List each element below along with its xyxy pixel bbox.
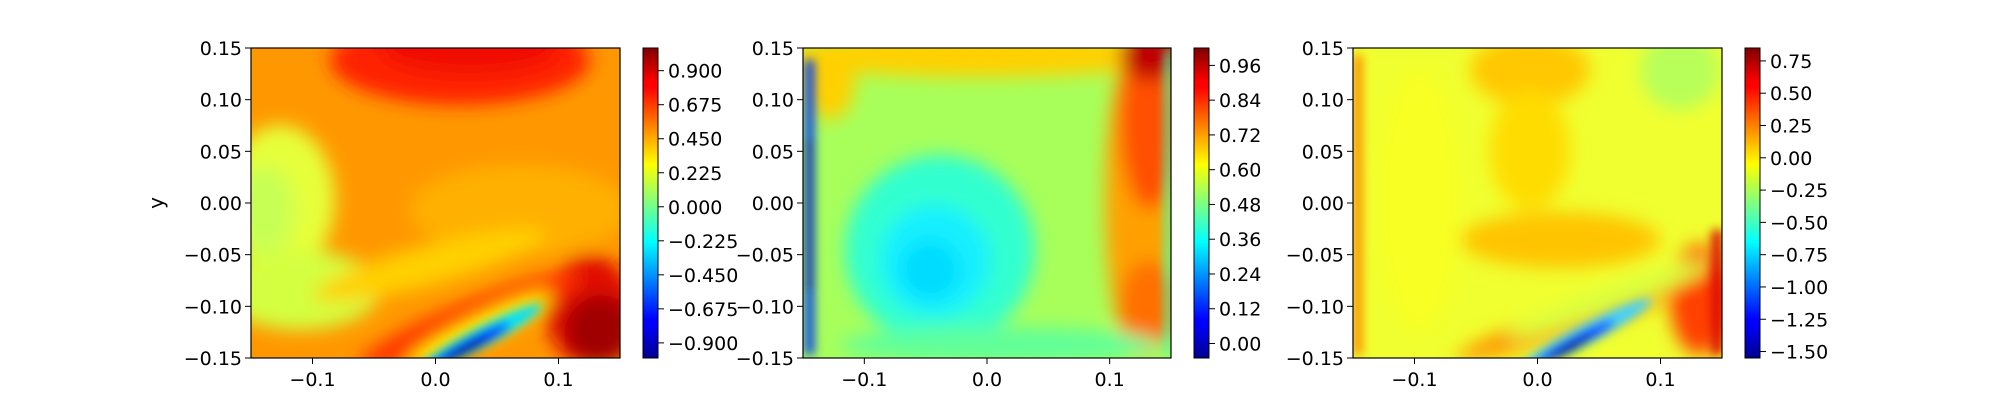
axes-ticks-3: −0.1 0.0 0.1 0.15 0.10 0.05 0.00 −0.05 −0.10 −0.1…	[1286, 38, 1676, 391]
colorbar-tick-label: −1.00	[1770, 277, 1828, 299]
y-tick-label: 0.00	[752, 193, 794, 215]
x-tick-label: 0.0	[420, 369, 450, 391]
heatmap-field-2	[803, 48, 1171, 358]
y-tick-label: −0.15	[184, 348, 242, 370]
y-tick-label: −0.05	[184, 245, 242, 267]
panel-2: −0.1 0.0 0.1 0.15 0.10 0.05 0.00 −0.05 −0.10 −0.1…	[736, 38, 1262, 391]
colorbar-tick-label: 0.450	[668, 129, 722, 151]
y-tick-label: 0.05	[1302, 141, 1344, 163]
y-tick-label: 0.15	[752, 38, 794, 60]
heatmap-field-1	[251, 48, 620, 358]
colorbar-tick-label: 0.50	[1770, 83, 1812, 105]
colorbar-tick-label: 0.675	[668, 95, 722, 117]
colorbar-tick-label: 0.225	[668, 163, 722, 185]
heatmap-field-3	[1353, 48, 1722, 358]
x-tick-label: 0.1	[543, 369, 573, 391]
y-tick-label: −0.15	[1286, 348, 1344, 370]
x-tick-label: 0.0	[972, 369, 1002, 391]
axes-ticks-2: −0.1 0.0 0.1 0.15 0.10 0.05 0.00 −0.05 −0.10 −0.1…	[736, 38, 1125, 391]
colorbar-tick-label: 0.12	[1219, 299, 1261, 321]
y-tick-label: −0.05	[1286, 245, 1344, 267]
y-tick-label: −0.15	[736, 348, 794, 370]
colorbar-tick-label: −0.450	[668, 265, 738, 287]
colorbar-tick-label: 0.60	[1219, 160, 1261, 182]
y-tick-label: 0.00	[1302, 193, 1344, 215]
colorbar-tick-label: −0.75	[1770, 245, 1828, 267]
colorbar-tick-label: 0.00	[1219, 334, 1261, 356]
colorbar-tick-label: 0.75	[1770, 51, 1812, 73]
colorbar-1	[642, 47, 659, 359]
y-tick-label: 0.15	[200, 38, 242, 60]
x-tick-label: 0.1	[1645, 369, 1675, 391]
colorbar-ticks-2: 0.96 0.84 0.72 0.60 0.48 0.36 0.24 0.12 0.00	[1209, 55, 1261, 356]
colorbar-tick-label: 0.25	[1770, 116, 1812, 138]
y-tick-label: −0.05	[736, 245, 794, 267]
y-tick-label: −0.10	[736, 296, 794, 318]
colorbar-tick-label: −0.900	[668, 333, 738, 355]
y-tick-label: −0.10	[184, 296, 242, 318]
colorbar-tick-label: 0.24	[1219, 264, 1261, 286]
x-tick-label: 0.1	[1095, 369, 1125, 391]
colorbar-tick-label: 0.84	[1219, 90, 1261, 112]
panel-3: −0.1 0.0 0.1 0.15 0.10 0.05 0.00 −0.05 −0.10 −0.1…	[1286, 38, 1828, 391]
axes-ticks-1: −0.1 0.0 0.1 0.15 0.10 0.05 0.00 −0.05 −0.10 −0.1…	[184, 38, 574, 391]
x-tick-label: 0.0	[1522, 369, 1552, 391]
colorbar-tick-label: −0.225	[668, 231, 738, 253]
colorbar-tick-label: 0.36	[1219, 229, 1261, 251]
colorbar-tick-label: 0.000	[668, 197, 722, 219]
y-axis-label: y	[144, 197, 168, 209]
colorbar-tick-label: 0.900	[668, 61, 722, 83]
x-tick-label: −0.1	[1391, 369, 1437, 391]
colorbar-tick-label: 0.96	[1219, 55, 1261, 77]
colorbar-tick-label: −1.50	[1770, 342, 1828, 364]
x-tick-label: −0.1	[289, 369, 335, 391]
colorbar-tick-label: 0.00	[1770, 148, 1812, 170]
colorbar-tick-label: −0.25	[1770, 180, 1828, 202]
colorbar-tick-label: −1.25	[1770, 309, 1828, 331]
y-tick-label: 0.10	[1302, 90, 1344, 112]
colorbar-tick-label: 0.72	[1219, 125, 1261, 147]
y-tick-label: 0.10	[200, 90, 242, 112]
y-tick-label: 0.00	[200, 193, 242, 215]
y-tick-label: −0.10	[1286, 296, 1344, 318]
colorbar-tick-label: −0.675	[668, 299, 738, 321]
colorbar-tick-label: 0.48	[1219, 194, 1261, 216]
colorbar-ticks-1: 0.900 0.675 0.450 0.225 0.000 −0.225 −0.450 −0.…	[658, 61, 738, 355]
colorbar-2	[1193, 47, 1210, 359]
colorbar-ticks-3: 0.75 0.50 0.25 0.00 −0.25 −0.50 −0.75 −1.00 −1.2…	[1760, 51, 1828, 364]
panel-1: −0.1 0.0 0.1 0.15 0.10 0.05 0.00 −0.05 −0.10 −0.1…	[144, 38, 738, 391]
x-tick-label: −0.1	[841, 369, 887, 391]
y-tick-label: 0.10	[752, 90, 794, 112]
y-tick-label: 0.15	[1302, 38, 1344, 60]
colorbar-tick-label: −0.50	[1770, 212, 1828, 234]
colorbar-3	[1744, 47, 1761, 359]
y-tick-label: 0.05	[752, 141, 794, 163]
y-tick-label: 0.05	[200, 141, 242, 163]
